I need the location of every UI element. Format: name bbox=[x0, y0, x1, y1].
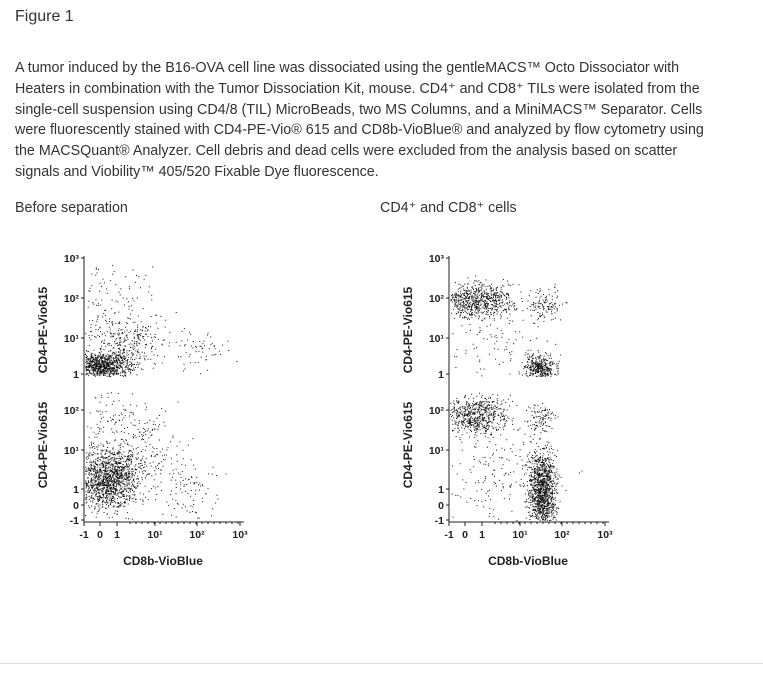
y-tick-label: 10¹ bbox=[429, 445, 445, 457]
x-tick-label: 10¹ bbox=[512, 529, 528, 541]
y-tick-label: 1 bbox=[438, 484, 444, 496]
y-tick-label: 10¹ bbox=[429, 333, 445, 345]
scatter-dots bbox=[450, 275, 583, 521]
x-tick-label: 1 bbox=[479, 529, 485, 541]
y-axis-label: CD4-PE-Vio615 bbox=[401, 401, 415, 488]
description-line: the MACSQuant® Analyzer. Cell debris and… bbox=[15, 143, 678, 160]
description-line: A tumor induced by the B16-OVA cell line… bbox=[15, 60, 680, 76]
y-tick-label: 10² bbox=[429, 293, 445, 305]
y-tick-label: 0 bbox=[73, 500, 79, 512]
panel-label: Before separation bbox=[15, 200, 128, 216]
description-line: Heaters in combination with the Tumor Di… bbox=[15, 80, 700, 97]
x-tick-label: -1 bbox=[79, 529, 88, 541]
x-tick-label: 0 bbox=[462, 529, 468, 541]
panel-label: CD4⁺ and CD8⁺ cells bbox=[380, 200, 517, 216]
y-tick-label: -1 bbox=[435, 515, 444, 527]
y-tick-label: 1 bbox=[73, 484, 79, 496]
x-tick-label: 1 bbox=[114, 529, 120, 541]
y-tick-label: 10² bbox=[64, 405, 80, 417]
x-axis-label: CD8b-VioBlue bbox=[488, 554, 568, 568]
description-line: were fluorescently stained with CD4-PE-V… bbox=[15, 122, 704, 139]
y-tick-label: 1 bbox=[438, 369, 444, 381]
y-tick-label: 10³ bbox=[429, 253, 445, 265]
x-tick-label: 10² bbox=[554, 529, 570, 541]
divider bbox=[0, 663, 763, 664]
scatter-dots bbox=[85, 264, 238, 520]
y-tick-label: 10¹ bbox=[64, 445, 80, 457]
y-axis-label: CD4-PE-Vio615 bbox=[36, 286, 50, 373]
y-tick-label: 10³ bbox=[64, 253, 80, 265]
y-tick-label: 10² bbox=[429, 405, 445, 417]
y-tick-label: -1 bbox=[70, 515, 79, 527]
y-tick-label: 10¹ bbox=[64, 333, 80, 345]
x-tick-label: 10³ bbox=[597, 529, 613, 541]
x-axis-label: CD8b-VioBlue bbox=[123, 554, 203, 568]
y-tick-label: 10² bbox=[64, 293, 80, 305]
description: A tumor induced by the B16-OVA cell line… bbox=[15, 58, 704, 183]
x-tick-label: 10² bbox=[189, 529, 205, 541]
y-axis-label: CD4-PE-Vio615 bbox=[401, 286, 415, 373]
x-tick-label: -1 bbox=[444, 529, 453, 541]
description-line: single-cell suspension using CD4/8 (TIL)… bbox=[15, 101, 703, 118]
x-tick-label: 0 bbox=[97, 529, 103, 541]
x-tick-label: 10¹ bbox=[147, 529, 163, 541]
y-tick-label: 0 bbox=[438, 500, 444, 512]
x-tick-label: 10³ bbox=[232, 529, 248, 541]
description-line: signals and Viobility™ 405/520 Fixable D… bbox=[15, 163, 379, 180]
figure-title: Figure 1 bbox=[15, 8, 74, 25]
y-tick-label: 1 bbox=[73, 369, 79, 381]
y-axis-label: CD4-PE-Vio615 bbox=[36, 401, 50, 488]
